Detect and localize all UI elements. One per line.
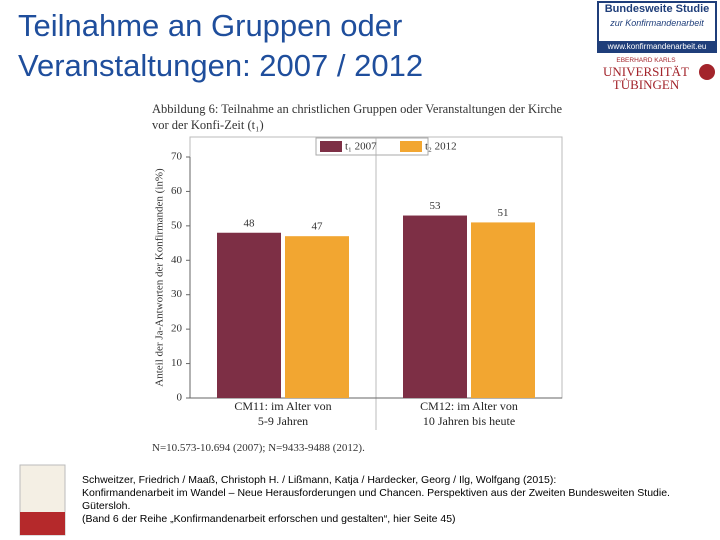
y-tick-label: 0 [177, 392, 183, 404]
logo-uni: UNIVERSITÄT [603, 64, 689, 79]
y-tick-label: 70 [171, 151, 183, 163]
bar [285, 236, 349, 398]
chart-note: N=10.573-10.694 (2007); N=9433-9488 (201… [152, 442, 365, 454]
legend-label: t₁ 2007 [345, 141, 377, 153]
y-tick-label: 10 [171, 357, 183, 369]
y-tick-label: 50 [171, 219, 183, 231]
y-axis-label: Anteil der Ja-Antworten der Konfirmanden… [154, 168, 166, 387]
value-label: 53 [430, 200, 442, 212]
chart-title: Abbildung 6: Teilnahme an christlichen G… [152, 102, 563, 132]
legend-swatch [400, 141, 422, 152]
citation: Schweitzer, Friedrich / Maaß, Christoph … [82, 474, 670, 526]
logo-study: zur Konfirmandenarbeit [610, 18, 704, 28]
logo-uni: EBERHARD KARLS [616, 57, 676, 64]
value-label: 48 [244, 217, 256, 229]
x-tick-label: CM11: im Alter von 5-9 Jahren [234, 399, 332, 428]
logo-band [598, 41, 716, 52]
logo-study: Bundesweite Studie [604, 3, 710, 15]
citation-line: Gütersloh. [82, 500, 131, 512]
citation-line: Konfirmandenarbeit im Wandel – Neue Hera… [82, 487, 670, 499]
bar [403, 215, 467, 398]
y-tick-label: 60 [171, 185, 183, 197]
logo-uni: TÜBINGEN [612, 77, 680, 92]
book-band [20, 512, 65, 535]
legend-label: t₂ 2012 [425, 141, 457, 153]
logo-url: www.konfirmandenarbeit.eu [607, 42, 707, 51]
value-label: 51 [498, 207, 509, 219]
bar [471, 222, 535, 398]
x-tick-label: CM12: im Alter von 10 Jahren bis heute [420, 399, 518, 428]
y-tick-label: 20 [171, 323, 183, 335]
value-label: 47 [312, 221, 324, 233]
y-tick-label: 40 [171, 254, 183, 266]
legend-frame [315, 137, 429, 156]
seal [699, 64, 715, 80]
citation-line: Schweitzer, Friedrich / Maaß, Christoph … [82, 474, 557, 486]
legend-swatch [320, 141, 342, 152]
bar [217, 232, 281, 398]
citation-line: (Band 6 der Reihe „Konfirmandenarbeit er… [82, 513, 456, 525]
slide-title: Teilnahme an Gruppen oder Veranstaltunge… [18, 8, 424, 83]
y-tick-label: 30 [171, 288, 183, 300]
